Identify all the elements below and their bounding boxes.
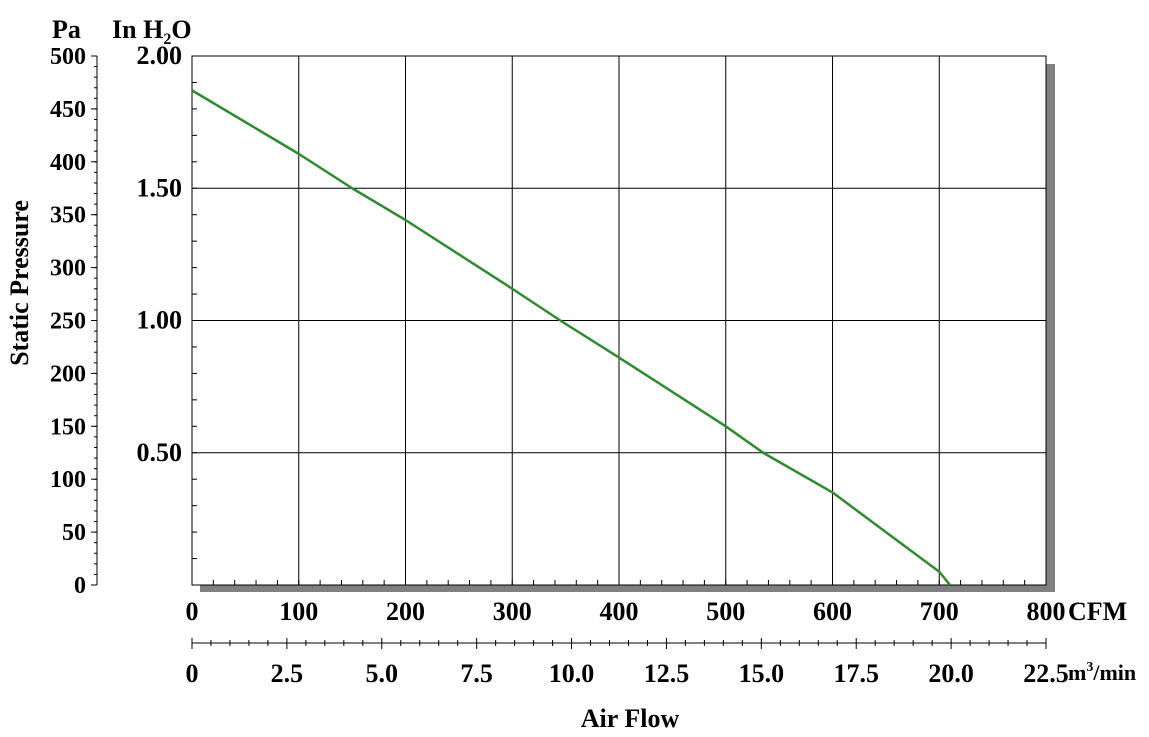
cfm-tick-label: 300	[493, 597, 532, 626]
y-unit-pa-label: Pa	[52, 15, 81, 44]
inh2o-tick-label: 0.50	[137, 438, 183, 467]
m3min-tick-label: 12.5	[644, 659, 690, 688]
x-unit-m3min-label: m3/min	[1068, 660, 1136, 685]
inh2o-tick-label: 1.50	[137, 173, 183, 202]
x-unit-cfm-label: CFM	[1068, 597, 1127, 626]
inh2o-tick-label: 2.00	[137, 41, 183, 70]
pa-tick-label: 300	[50, 256, 86, 282]
pressure-curve-line	[191, 89, 951, 586]
cfm-tick-label: 500	[706, 597, 745, 626]
m3min-tick-label: 22.5	[1023, 659, 1069, 688]
pa-tick-label: 400	[50, 150, 86, 176]
pa-tick-label: 200	[50, 361, 86, 387]
series-layer	[191, 89, 951, 586]
axes: 0 50 100 150 200 250 300 350 400 450 500 0.50 1.00 1.…	[50, 41, 1069, 688]
pa-tick-label: 500	[50, 44, 86, 70]
m3min-tick-label: 0	[186, 659, 199, 688]
pa-tick-label: 250	[50, 309, 86, 335]
plot-shadow-right	[1046, 64, 1055, 592]
inh2o-tick-label: 1.00	[137, 306, 183, 335]
plot-shadow-bottom	[200, 585, 1055, 592]
cfm-tick-label: 0	[186, 597, 199, 626]
pa-tick-label: 350	[50, 203, 86, 229]
pa-tick-label: 50	[62, 520, 86, 546]
y-axis-title: Static Pressure	[5, 200, 34, 366]
m3min-tick-label: 17.5	[833, 659, 879, 688]
cfm-tick-label: 800	[1027, 597, 1066, 626]
pa-tick-label: 450	[50, 97, 86, 123]
m3min-tick-label: 15.0	[739, 659, 785, 688]
x-axis-title: Air Flow	[581, 704, 680, 733]
cfm-tick-label: 600	[813, 597, 852, 626]
pa-tick-label: 100	[50, 467, 86, 493]
m3min-tick-label: 2.5	[271, 659, 304, 688]
grid-lines	[191, 55, 1047, 585]
cfm-tick-label: 400	[600, 597, 639, 626]
m3min-tick-label: 20.0	[928, 659, 974, 688]
cfm-tick-label: 100	[279, 597, 318, 626]
pa-tick-label: 0	[74, 573, 86, 599]
m3min-tick-label: 10.0	[549, 659, 595, 688]
m3min-tick-label: 5.0	[366, 659, 399, 688]
m3min-tick-label: 7.5	[460, 659, 493, 688]
y-unit-inh2o-label: In H2O	[112, 15, 192, 48]
cfm-tick-label: 200	[386, 597, 425, 626]
cfm-tick-label: 700	[920, 597, 959, 626]
pa-tick-label: 150	[50, 414, 86, 440]
